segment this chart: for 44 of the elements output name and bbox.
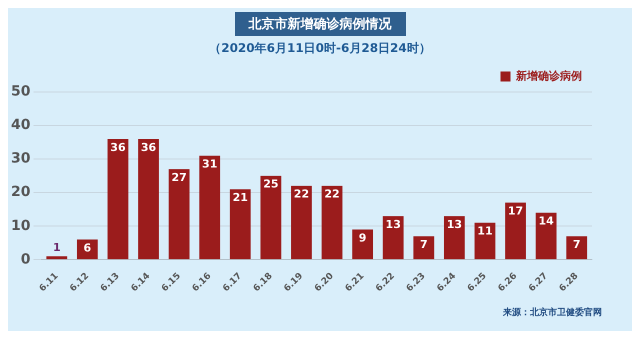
data-label: 6 [84, 241, 92, 254]
data-label: 36 [110, 140, 126, 154]
bar [291, 186, 312, 260]
y-tick-label: 20 [11, 184, 31, 200]
bar [230, 189, 251, 260]
data-label: 7 [420, 238, 428, 252]
legend-label: 新增确诊病例 [515, 69, 582, 82]
chart-subtitle: （2020年6月11日0时-6月28日24时） [208, 40, 432, 57]
data-label: 13 [386, 218, 401, 231]
bar [322, 186, 342, 260]
bar [505, 202, 526, 260]
bar [474, 222, 496, 260]
data-label: 22 [294, 188, 310, 201]
y-tick-label: 10 [11, 218, 31, 234]
bar [168, 169, 190, 260]
data-label: 1 [52, 241, 61, 254]
bar [199, 156, 220, 260]
bar [566, 236, 588, 260]
y-tick-label: 30 [11, 150, 31, 167]
data-label: 21 [232, 191, 248, 204]
bar [536, 212, 557, 260]
y-tick-label: 0 [20, 251, 31, 268]
data-label: 31 [202, 158, 218, 171]
data-label: 22 [324, 188, 340, 201]
bar [108, 138, 128, 260]
chart-title: 北京市新增确诊病例情况 [234, 12, 406, 36]
y-tick-label: 50 [11, 84, 31, 100]
bar [352, 229, 374, 260]
data-label: 25 [263, 178, 279, 191]
bar [413, 236, 434, 260]
data-label: 36 [140, 140, 157, 154]
data-label: 13 [446, 218, 462, 231]
data-label: 7 [572, 238, 581, 252]
data-label: 11 [477, 224, 493, 238]
data-label: 9 [358, 231, 366, 244]
bar [444, 216, 465, 260]
source-note: 来源：北京市卫健委官网 [503, 306, 602, 319]
data-label: 27 [171, 170, 187, 184]
bar [138, 138, 159, 260]
bar [260, 176, 282, 260]
bar [382, 216, 404, 260]
data-label: 14 [538, 214, 554, 228]
data-label: 17 [508, 204, 524, 218]
y-tick-label: 40 [11, 117, 31, 134]
